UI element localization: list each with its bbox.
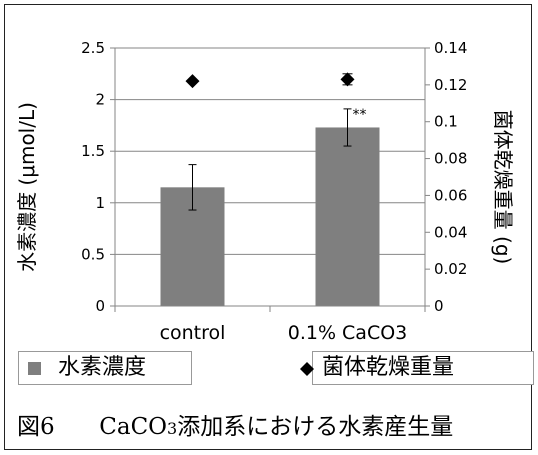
y2-axis-title: 菌体乾燥重量 (g) (491, 110, 515, 265)
diamond-marker (185, 74, 200, 89)
category-label: control (160, 322, 226, 344)
right-tick-label: 0.06 (434, 186, 467, 204)
right-tick-label: 0.08 (434, 150, 467, 168)
figure-caption: 図6 CaCO3添加系における水素産生量 (17, 412, 453, 444)
legend-box-1 (18, 351, 192, 385)
caption-label: 図6 (17, 414, 55, 440)
caption-text-post: 添加系における水素産生量 (177, 414, 454, 440)
left-tick-label: 0 (95, 297, 105, 315)
left-tick-label: 0.5 (81, 245, 105, 263)
right-tick-label: 0.14 (434, 39, 467, 57)
left-tick-label: 1.5 (81, 142, 105, 160)
category-label: 0.1% CaCO3 (288, 322, 408, 344)
legend-label-dry-weight: 菌体乾燥重量 (322, 355, 455, 380)
significance-label: ** (353, 107, 367, 123)
right-tick-label: 0.12 (434, 76, 467, 94)
right-tick-label: 0.02 (434, 260, 467, 278)
right-tick-label: 0.1 (434, 113, 458, 131)
figure-frame (4, 4, 532, 450)
y-axis-title: 水素濃度 (μmol/L) (15, 102, 39, 272)
legend-diamond-icon (300, 362, 314, 376)
right-tick-label: 0 (434, 297, 444, 315)
caption-text-pre: CaCO (99, 414, 168, 440)
legend-box-2 (312, 351, 534, 385)
left-tick-label: 1 (95, 194, 105, 212)
diamond-marker (340, 72, 355, 87)
legend-bar-swatch (28, 362, 41, 375)
left-tick-label: 2.5 (81, 39, 105, 57)
caption-text-sub: 3 (167, 419, 178, 438)
legend-label-hydrogen: 水素濃度 (58, 355, 147, 380)
left-tick-label: 2 (95, 91, 105, 109)
bar-hydrogen (315, 127, 380, 307)
right-tick-label: 0.04 (434, 223, 467, 241)
